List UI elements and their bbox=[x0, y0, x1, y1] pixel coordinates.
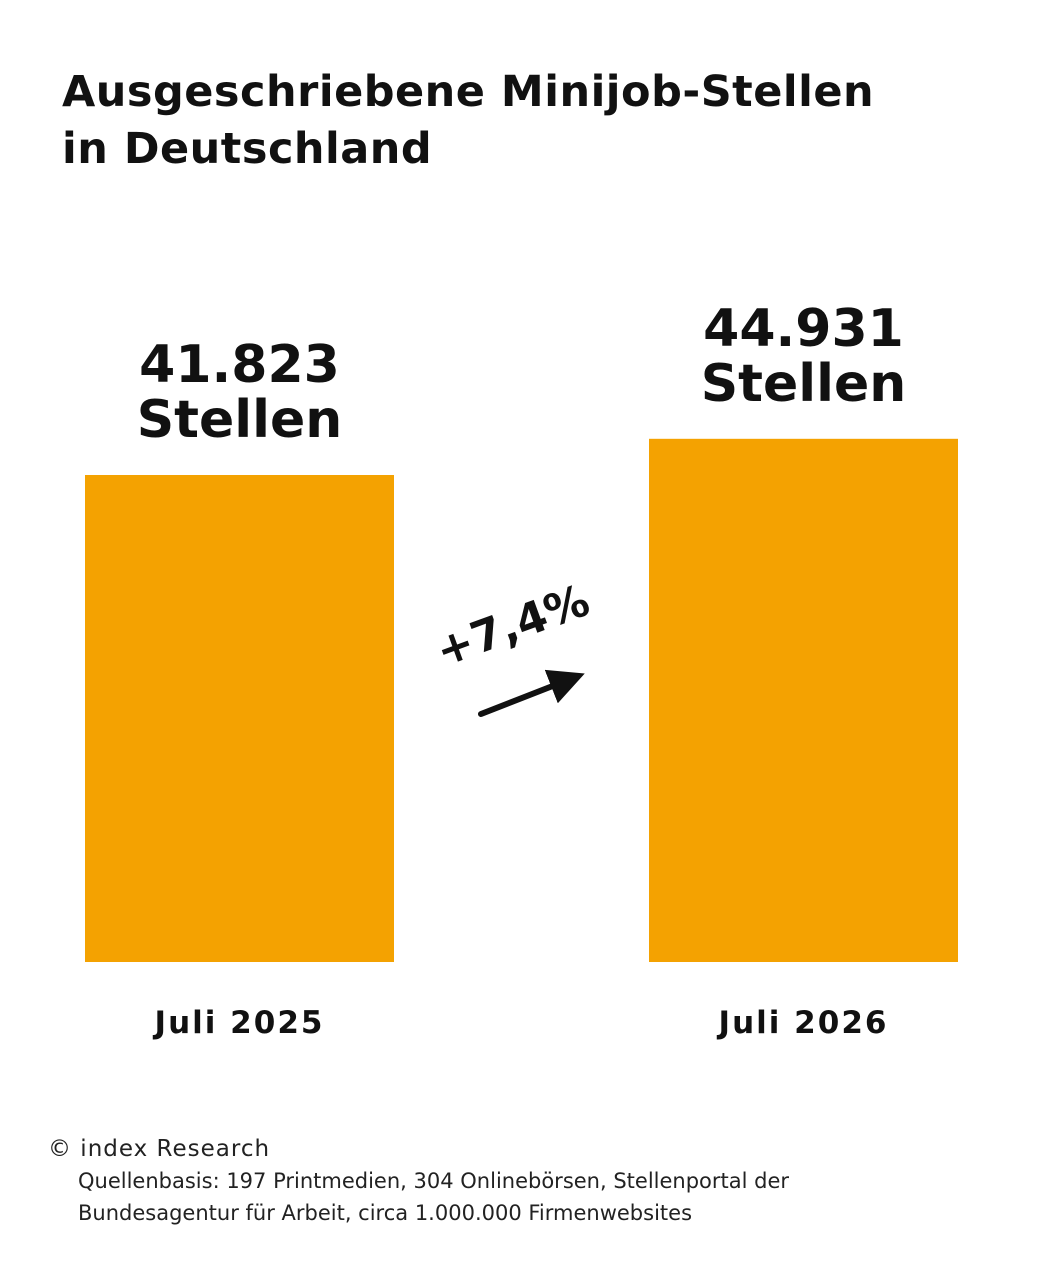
copyright-note: © index Research bbox=[48, 1136, 271, 1162]
category-label-1: Juli 2025 bbox=[153, 1005, 325, 1041]
category-label-2: Juli 2026 bbox=[717, 1005, 889, 1041]
chart-title: Ausgeschriebene Minijob-Stellen in Deuts… bbox=[62, 64, 962, 178]
value-label-1-line-2: Stellen bbox=[137, 390, 343, 450]
chart-title-line-2: in Deutschland bbox=[62, 124, 433, 174]
chart-footer: © index Research Quellenbasis: 197 Print… bbox=[48, 1133, 998, 1229]
value-label-1-line-1: 41.823 bbox=[139, 335, 340, 395]
source-note: Quellenbasis: 197 Printmedien, 304 Onlin… bbox=[78, 1169, 790, 1225]
bar-1 bbox=[85, 475, 394, 962]
bar-2 bbox=[649, 438, 958, 963]
change-indicator: +7,4% bbox=[429, 575, 596, 717]
chart-title-line-1: Ausgeschriebene Minijob-Stellen bbox=[62, 67, 875, 117]
value-label-2-line-1: 44.931 bbox=[703, 299, 904, 359]
value-label-2-line-2: Stellen bbox=[701, 354, 907, 414]
change-percent-label: +7,4% bbox=[429, 575, 596, 677]
trend-arrow-icon bbox=[478, 669, 585, 717]
